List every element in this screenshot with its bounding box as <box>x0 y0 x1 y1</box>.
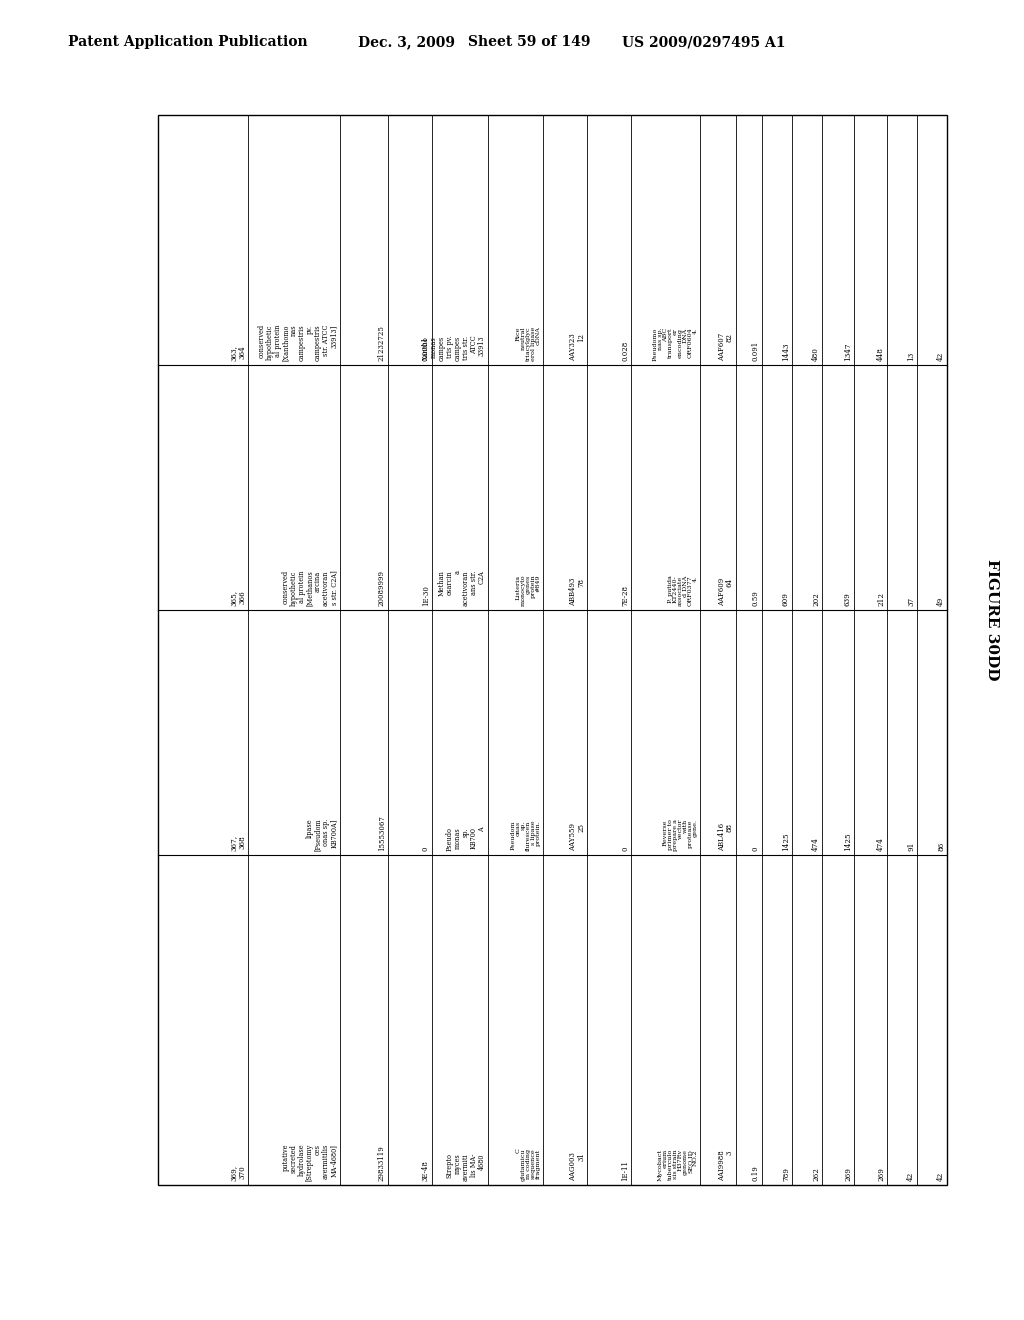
Text: 37: 37 <box>907 597 915 606</box>
Text: 365,
366: 365, 366 <box>230 590 246 606</box>
Text: 1347: 1347 <box>844 342 852 360</box>
Text: 1443: 1443 <box>782 342 790 360</box>
Text: 20089999: 20089999 <box>378 570 386 606</box>
Text: Rice
neutral
triacylglyc
erol lipase
cDNA: Rice neutral triacylglyc erol lipase cDN… <box>516 326 541 360</box>
Text: putative
secreted
hydrolase
[Streptomy
ces
avermitilis
MA-4680]: putative secreted hydrolase [Streptomy c… <box>282 1143 338 1181</box>
Text: Patent Application Publication: Patent Application Publication <box>68 36 307 49</box>
Text: 42: 42 <box>937 1172 945 1181</box>
Text: AAY323
12: AAY323 12 <box>569 333 585 360</box>
Text: 369,
370: 369, 370 <box>230 1166 246 1181</box>
Text: 0.091: 0.091 <box>752 341 760 360</box>
Text: 269: 269 <box>877 1167 885 1181</box>
Text: Reverse
primer to
prepare a
vector
with
protease
gene.: Reverse primer to prepare a vector with … <box>663 818 698 851</box>
Text: 474: 474 <box>877 837 885 851</box>
Text: 86: 86 <box>937 842 945 851</box>
Text: Methan
osarcin
a
acetivoran
ans str.
C2A: Methan osarcin a acetivoran ans str. C2A <box>438 570 486 606</box>
Text: Pseudo
monas
sp.
KB700
A: Pseudo monas sp. KB700 A <box>446 828 486 851</box>
Text: 29833119: 29833119 <box>378 1146 386 1181</box>
Text: 0.19: 0.19 <box>752 1166 760 1181</box>
Text: 1E-11: 1E-11 <box>621 1160 629 1181</box>
Text: 363,
364: 363, 364 <box>230 345 246 360</box>
Text: 91: 91 <box>907 842 915 851</box>
Text: AAF607
82: AAF607 82 <box>718 333 734 360</box>
Text: Dec. 3, 2009: Dec. 3, 2009 <box>358 36 455 49</box>
Text: 0.59: 0.59 <box>752 590 760 606</box>
Text: 367,
368: 367, 368 <box>230 836 246 851</box>
Text: C
glutamicu
m coding
sequence
fragment: C glutamicu m coding sequence fragment <box>516 1148 541 1181</box>
Text: 13: 13 <box>907 351 915 360</box>
Text: 0.028: 0.028 <box>621 341 629 360</box>
Text: AAI9988
3: AAI9988 3 <box>718 1150 734 1181</box>
Text: 3E-48: 3E-48 <box>422 1160 430 1181</box>
Text: conserved
hypothetic
al protein
[Xanthomo
nas
campestris
pv.
campestris
str. ATC: conserved hypothetic al protein [Xanthom… <box>258 325 338 360</box>
Text: FIGURE 30DD: FIGURE 30DD <box>985 560 999 681</box>
Text: AAY559
25: AAY559 25 <box>569 822 585 851</box>
Bar <box>158 115 947 1185</box>
Text: 448: 448 <box>877 347 885 360</box>
Text: lipase
[Pseudom
onas sp.
KB700A]: lipase [Pseudom onas sp. KB700A] <box>306 818 338 851</box>
Text: 474: 474 <box>812 837 820 851</box>
Text: Pseudom
onas
sp.
flurescen
s lipase
protein.: Pseudom onas sp. flurescen s lipase prot… <box>511 821 541 851</box>
Text: 262: 262 <box>812 1167 820 1181</box>
Text: conserved
hypothetic
al protein
[Methanos
arcina
acetivoran
s str. C2A]: conserved hypothetic al protein [Methano… <box>282 570 338 606</box>
Text: 0.0001: 0.0001 <box>422 337 430 360</box>
Text: 7E-28: 7E-28 <box>621 585 629 606</box>
Text: 789: 789 <box>782 1167 790 1181</box>
Text: 0: 0 <box>621 846 629 851</box>
Text: 1425: 1425 <box>782 833 790 851</box>
Text: 639: 639 <box>844 593 852 606</box>
Text: Strepto
myces
avermiti
lis MA-
4680: Strepto myces avermiti lis MA- 4680 <box>446 1154 486 1181</box>
Text: 212: 212 <box>877 591 885 606</box>
Text: AAF609
64: AAF609 64 <box>718 578 734 606</box>
Text: 1425: 1425 <box>844 833 852 851</box>
Text: 0: 0 <box>422 846 430 851</box>
Text: 269: 269 <box>844 1167 852 1181</box>
Text: P. putida
KT2440-
associate
d DNA
ORF0377
4.: P. putida KT2440- associate d DNA ORF037… <box>668 576 698 606</box>
Text: Mycobact
erium
tuberculo
sis strain
H37Rv
genome
SEQ.ID
NO.2: Mycobact erium tuberculo sis strain H37R… <box>658 1150 698 1181</box>
Text: 15553067: 15553067 <box>378 816 386 851</box>
Text: Xantho
monas
campes
tris pv.
campes
tris str.
ATCC
33913: Xantho monas campes tris pv. campes tris… <box>422 335 486 360</box>
Text: ABL416
88: ABL416 88 <box>718 822 734 851</box>
Text: Sheet 59 of 149: Sheet 59 of 149 <box>468 36 591 49</box>
Text: 42: 42 <box>937 351 945 360</box>
Text: 0: 0 <box>752 846 760 851</box>
Text: Listeria
monocyto
genes
protein
#849: Listeria monocyto genes protein #849 <box>516 574 541 606</box>
Text: 49: 49 <box>937 597 945 606</box>
Text: ABB493
78: ABB493 78 <box>569 578 585 606</box>
Text: 21232725: 21232725 <box>378 325 386 360</box>
Text: 202: 202 <box>812 593 820 606</box>
Text: Pseudomo
nas sp.
ABC
transport
er
encoding
DNA
ORF0604
4.: Pseudomo nas sp. ABC transport er encodi… <box>653 327 698 360</box>
Text: AAG003
31: AAG003 31 <box>569 1152 585 1181</box>
Text: 1E-30: 1E-30 <box>422 585 430 606</box>
Text: 480: 480 <box>812 347 820 360</box>
Text: 609: 609 <box>782 593 790 606</box>
Text: 42: 42 <box>907 1172 915 1181</box>
Text: US 2009/0297495 A1: US 2009/0297495 A1 <box>622 36 785 49</box>
